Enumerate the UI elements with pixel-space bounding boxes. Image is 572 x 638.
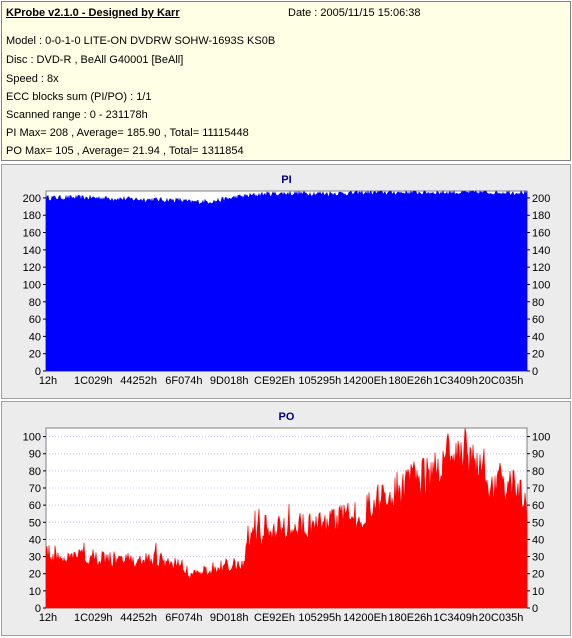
disc-line: Disc : DVD-R , BeAll G40001 [BeAll] (6, 54, 184, 66)
po-xtick-label-10: 20C035h (479, 612, 524, 624)
pi-ytick-label-right-10: 200 (532, 193, 550, 205)
pi-ytick-label-left-2: 40 (29, 331, 41, 343)
po-ytick-label-left-7: 70 (29, 483, 41, 495)
pi-ytick-label-right-5: 100 (532, 279, 550, 291)
pi-ytick-label-left-4: 80 (29, 297, 41, 309)
po-xtick-label-6: 105295h (298, 612, 341, 624)
po-ytick-label-left-2: 20 (29, 569, 41, 581)
pi-xtick-label-6: 105295h (298, 375, 341, 387)
pi-ytick-label-left-5: 100 (23, 279, 41, 291)
pi-ytick-label-right-7: 140 (532, 245, 550, 257)
po-ytick-label-right-6: 60 (532, 500, 544, 512)
pi-ytick-label-right-2: 40 (532, 331, 544, 343)
po-ytick-label-left-0: 0 (35, 603, 41, 615)
po-xtick-label-8: 180E26h (388, 612, 432, 624)
pi-ytick-label-left-1: 20 (29, 349, 41, 361)
report-header: KProbe v2.1.0 - Designed by Karr Date : … (1, 1, 571, 161)
po-chart: PO 0 0 10 10 20 20 30 30 40 40 50 50 60 60 70 70 80 80 90 90… (23, 411, 551, 624)
pi-ytick-label-left-6: 120 (23, 262, 41, 274)
pi-ytick-label-left-10: 200 (23, 193, 41, 205)
po-ytick-label-left-6: 60 (29, 500, 41, 512)
po-ytick-label-left-9: 90 (29, 449, 41, 461)
po-ytick-label-right-5: 50 (532, 517, 544, 529)
po-ytick-label-left-5: 50 (29, 517, 41, 529)
po-ytick-label-right-8: 80 (532, 466, 544, 478)
po-ytick-label-right-10: 100 (532, 432, 550, 444)
pi-xtick-label-4: 9D018h (210, 375, 249, 387)
po-xtick-label-4: 9D018h (210, 612, 249, 624)
pi-ytick-label-right-1: 20 (532, 349, 544, 361)
pi-xtick-label-7: 14200Eh (343, 375, 387, 387)
pi-ytick-label-right-4: 80 (532, 297, 544, 309)
po-xtick-label-0: 12h (39, 612, 57, 624)
pi-summary-line: PI Max= 208 , Average= 185.90 , Total= 1… (6, 127, 249, 139)
po-chart-panel: PO 0 0 10 10 20 20 30 30 40 40 50 50 60 60 70 70 80 80 90 90… (1, 401, 571, 636)
pi-xtick-label-3: 6F074h (165, 375, 202, 387)
speed-line: Speed : 8x (6, 73, 59, 85)
po-ytick-label-right-0: 0 (532, 603, 538, 615)
pi-ytick-label-left-3: 60 (29, 314, 41, 326)
pi-ytick-label-left-7: 140 (23, 245, 41, 257)
po-ytick-label-left-10: 100 (23, 432, 41, 444)
po-summary-line: PO Max= 105 , Average= 21.94 , Total= 13… (6, 145, 244, 157)
pi-xtick-label-1: 1C029h (74, 375, 113, 387)
po-ytick-label-left-8: 80 (29, 466, 41, 478)
po-ytick-label-right-4: 40 (532, 534, 544, 546)
pi-chart-title: PI (281, 174, 291, 186)
po-series-area (45, 428, 528, 609)
pi-xtick-label-5: CE92Eh (254, 375, 295, 387)
pi-xtick-label-2: 44252h (120, 375, 157, 387)
po-xtick-label-2: 44252h (120, 612, 157, 624)
pi-xtick-label-10: 20C035h (479, 375, 524, 387)
pi-ytick-label-right-6: 120 (532, 262, 550, 274)
ecc-line: ECC blocks sum (PI/PO) : 1/1 (6, 91, 152, 103)
scan-date: Date : 2005/11/15 15:06:38 (288, 7, 421, 19)
pi-ytick-label-left-0: 0 (35, 366, 41, 378)
po-xtick-label-9: 1C3409h (433, 612, 478, 624)
po-ytick-label-left-1: 10 (29, 586, 41, 598)
po-ytick-label-right-3: 30 (532, 552, 544, 564)
po-xtick-label-1: 1C029h (74, 612, 113, 624)
po-ytick-label-left-4: 40 (29, 534, 41, 546)
app-title: KProbe v2.1.0 - Designed by Karr (6, 7, 180, 19)
pi-xtick-label-9: 1C3409h (433, 375, 478, 387)
pi-ytick-label-right-9: 180 (532, 210, 550, 222)
po-ytick-label-right-1: 10 (532, 586, 544, 598)
pi-chart-panel: PI 0 0 20 20 40 40 60 60 80 80 100 100 120 120 140 140 16… (1, 164, 571, 399)
po-ytick-label-right-7: 70 (532, 483, 544, 495)
po-xtick-label-5: CE92Eh (254, 612, 295, 624)
pi-ytick-label-right-3: 60 (532, 314, 544, 326)
pi-ytick-label-left-9: 180 (23, 210, 41, 222)
pi-ytick-label-right-8: 160 (532, 228, 550, 240)
pi-chart: PI 0 0 20 20 40 40 60 60 80 80 100 100 120 120 140 140 16… (23, 174, 551, 387)
pi-series-area (45, 189, 528, 372)
po-ytick-label-left-3: 30 (29, 552, 41, 564)
pi-ytick-label-right-0: 0 (532, 366, 538, 378)
po-ytick-label-right-9: 90 (532, 449, 544, 461)
pi-ytick-label-left-8: 160 (23, 228, 41, 240)
model-line: Model : 0-0-1-0 LITE-ON DVDRW SOHW-1693S… (6, 35, 276, 47)
range-line: Scanned range : 0 - 231178h (6, 109, 148, 121)
pi-xtick-label-0: 12h (39, 375, 57, 387)
po-chart-title: PO (279, 411, 295, 423)
po-ytick-label-right-2: 20 (532, 569, 544, 581)
pi-xtick-label-8: 180E26h (388, 375, 432, 387)
po-xtick-label-3: 6F074h (165, 612, 202, 624)
po-xtick-label-7: 14200Eh (343, 612, 387, 624)
